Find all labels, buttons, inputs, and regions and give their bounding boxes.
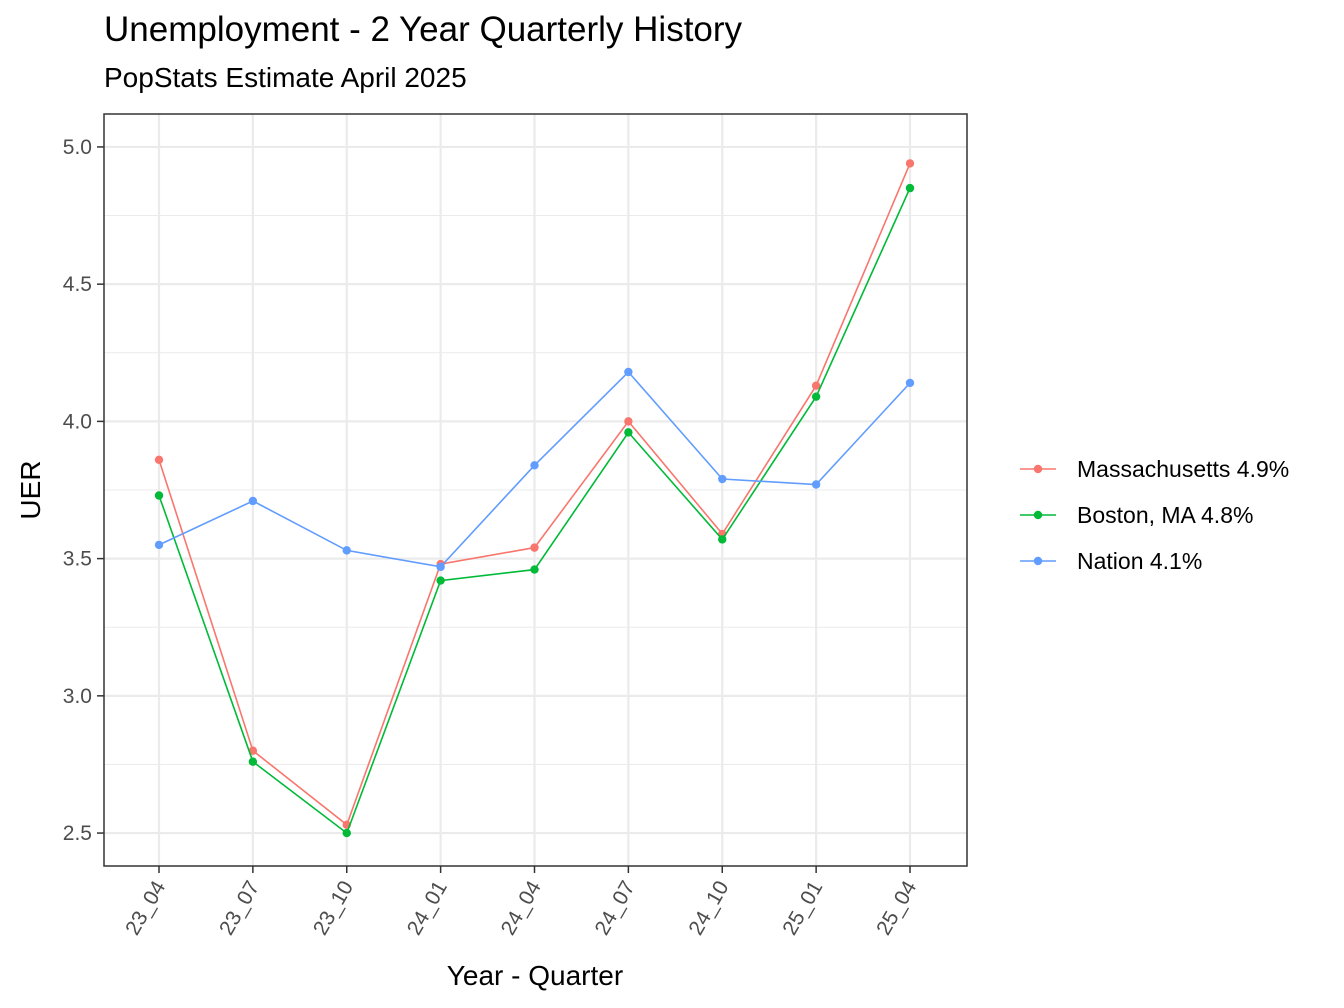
legend-label: Massachusetts 4.9% xyxy=(1077,456,1289,482)
x-tick-label: 23_07 xyxy=(215,877,264,939)
data-point xyxy=(624,417,633,426)
data-point xyxy=(718,535,727,544)
data-point xyxy=(342,546,351,555)
x-tick-label: 23_10 xyxy=(309,877,358,939)
x-tick-label: 25_04 xyxy=(872,877,921,939)
x-tick-label: 24_10 xyxy=(684,877,733,939)
data-point xyxy=(905,378,915,388)
x-axis-title: Year - Quarter xyxy=(447,960,623,991)
grid-major xyxy=(104,114,967,866)
data-point xyxy=(154,491,164,500)
legend-key-point xyxy=(1033,556,1043,566)
data-point xyxy=(154,540,164,550)
x-axis: 23_04 23_07 23_10 24_01 24_04 24_07 24_10 25_01… xyxy=(121,866,921,939)
data-point xyxy=(436,576,445,585)
y-tick-label: 3.5 xyxy=(63,548,92,571)
x-tick-label: 25_01 xyxy=(778,877,827,939)
legend-key-point xyxy=(1033,510,1043,520)
y-tick-label: 5.0 xyxy=(63,136,92,159)
legend-label: Nation 4.1% xyxy=(1077,548,1202,574)
y-tick-label: 2.5 xyxy=(63,822,92,845)
data-point xyxy=(530,461,539,470)
plot-border xyxy=(103,113,968,867)
series-layer xyxy=(154,159,915,838)
y-tick-label: 4.0 xyxy=(63,410,92,433)
data-point xyxy=(248,746,258,755)
data-point xyxy=(248,757,258,766)
data-point xyxy=(811,381,821,390)
data-point xyxy=(530,543,539,552)
data-point xyxy=(624,428,633,437)
chart-title: Unemployment - 2 Year Quarterly History xyxy=(104,10,743,49)
data-point xyxy=(905,183,915,193)
legend-key-point xyxy=(1033,464,1043,474)
y-tick-label: 4.5 xyxy=(63,273,92,296)
y-axis: 2.5 3.0 3.5 4.0 4.5 5.0 xyxy=(63,136,104,845)
y-axis-title: UER xyxy=(15,460,46,519)
x-tick-label: 23_04 xyxy=(121,877,170,939)
legend-label: Boston, MA 4.8% xyxy=(1077,502,1253,528)
data-point xyxy=(811,392,821,401)
data-point xyxy=(718,474,727,484)
data-point xyxy=(905,159,915,168)
x-tick-label: 24_07 xyxy=(591,877,640,939)
data-point xyxy=(624,367,633,377)
legend: Massachusetts 4.9% Boston, MA 4.8% Nation … xyxy=(1020,456,1289,574)
data-point xyxy=(811,480,821,489)
x-tick-label: 24_01 xyxy=(403,877,452,939)
data-point xyxy=(248,496,258,506)
x-tick-label: 24_04 xyxy=(497,877,546,939)
data-point xyxy=(342,828,351,838)
y-tick-label: 3.0 xyxy=(63,685,92,708)
data-point xyxy=(530,565,539,574)
data-point xyxy=(436,562,445,572)
chart-subtitle: PopStats Estimate April 2025 xyxy=(104,62,467,93)
data-point xyxy=(154,455,164,465)
